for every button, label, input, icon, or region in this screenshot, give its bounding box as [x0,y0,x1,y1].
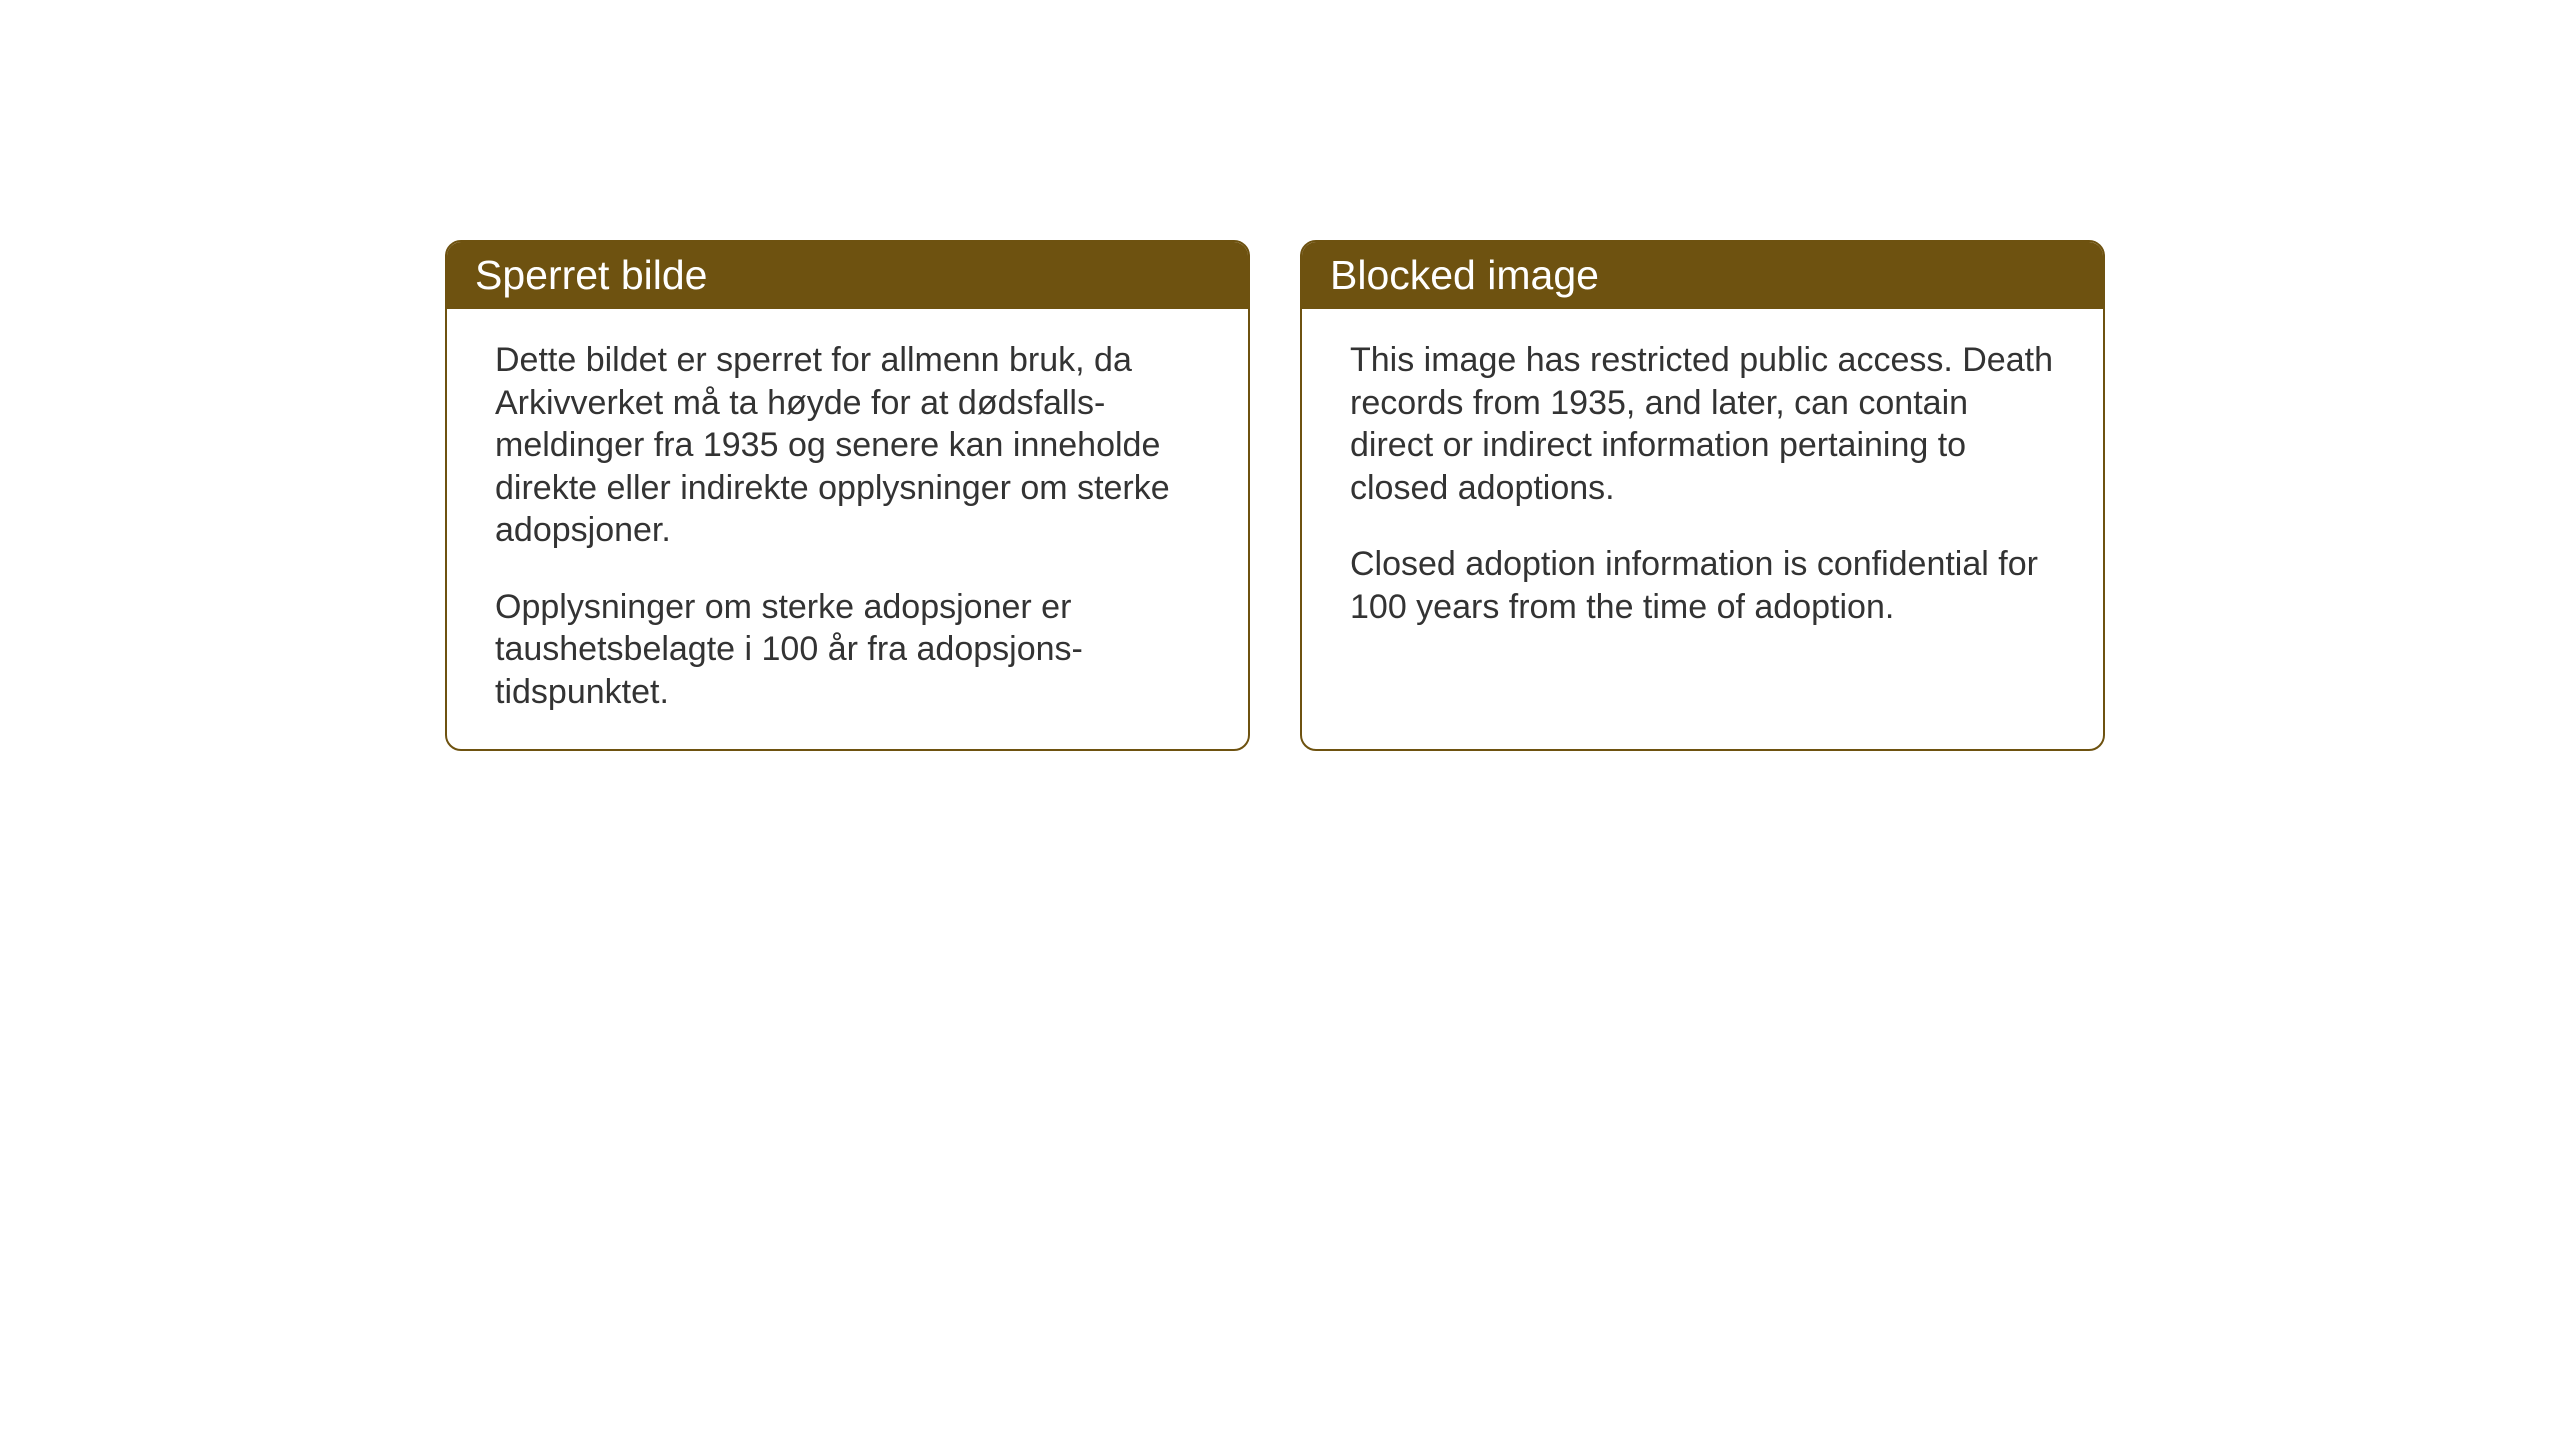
card-english: Blocked image This image has restricted … [1300,240,2105,751]
card-english-title: Blocked image [1330,252,1599,298]
cards-container: Sperret bilde Dette bildet er sperret fo… [445,240,2105,751]
card-english-paragraph-2: Closed adoption information is confident… [1350,543,2055,628]
card-norwegian-body: Dette bildet er sperret for allmenn bruk… [447,309,1248,749]
card-norwegian-paragraph-1: Dette bildet er sperret for allmenn bruk… [495,339,1200,552]
card-english-header: Blocked image [1302,242,2103,309]
card-norwegian-header: Sperret bilde [447,242,1248,309]
card-norwegian-title: Sperret bilde [475,252,707,298]
card-norwegian: Sperret bilde Dette bildet er sperret fo… [445,240,1250,751]
card-norwegian-paragraph-2: Opplysninger om sterke adopsjoner er tau… [495,586,1200,714]
card-english-body: This image has restricted public access.… [1302,309,2103,719]
card-english-paragraph-1: This image has restricted public access.… [1350,339,2055,509]
